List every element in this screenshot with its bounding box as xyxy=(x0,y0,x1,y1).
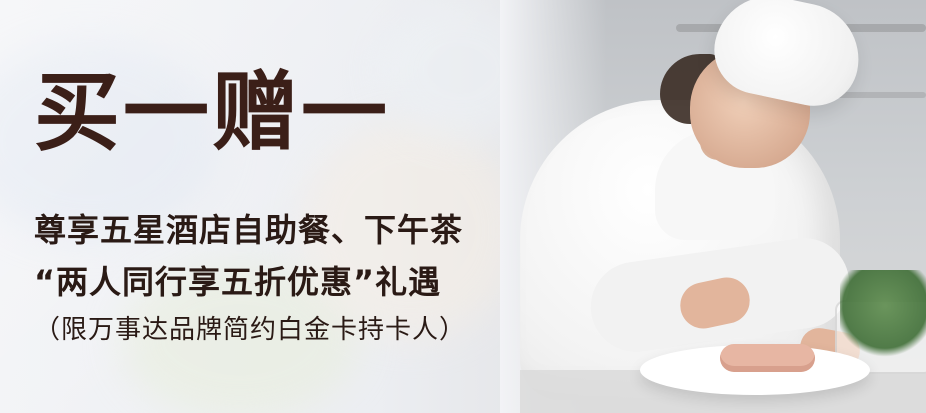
herb-garnish xyxy=(840,270,926,360)
promo-title: 买一赠一 xyxy=(34,63,390,163)
background-gradient xyxy=(0,0,560,413)
background-bokeh xyxy=(0,40,220,240)
promo-eligibility: （限万事达品牌简约白金卡持卡人） xyxy=(34,315,467,345)
promo-line-1: 尊享五星酒店自助餐、下午茶 xyxy=(34,211,464,249)
background-bokeh xyxy=(300,120,520,340)
promo-line-2: “两人同行享五折优惠”礼遇 xyxy=(34,263,442,301)
plated-food xyxy=(720,344,815,372)
